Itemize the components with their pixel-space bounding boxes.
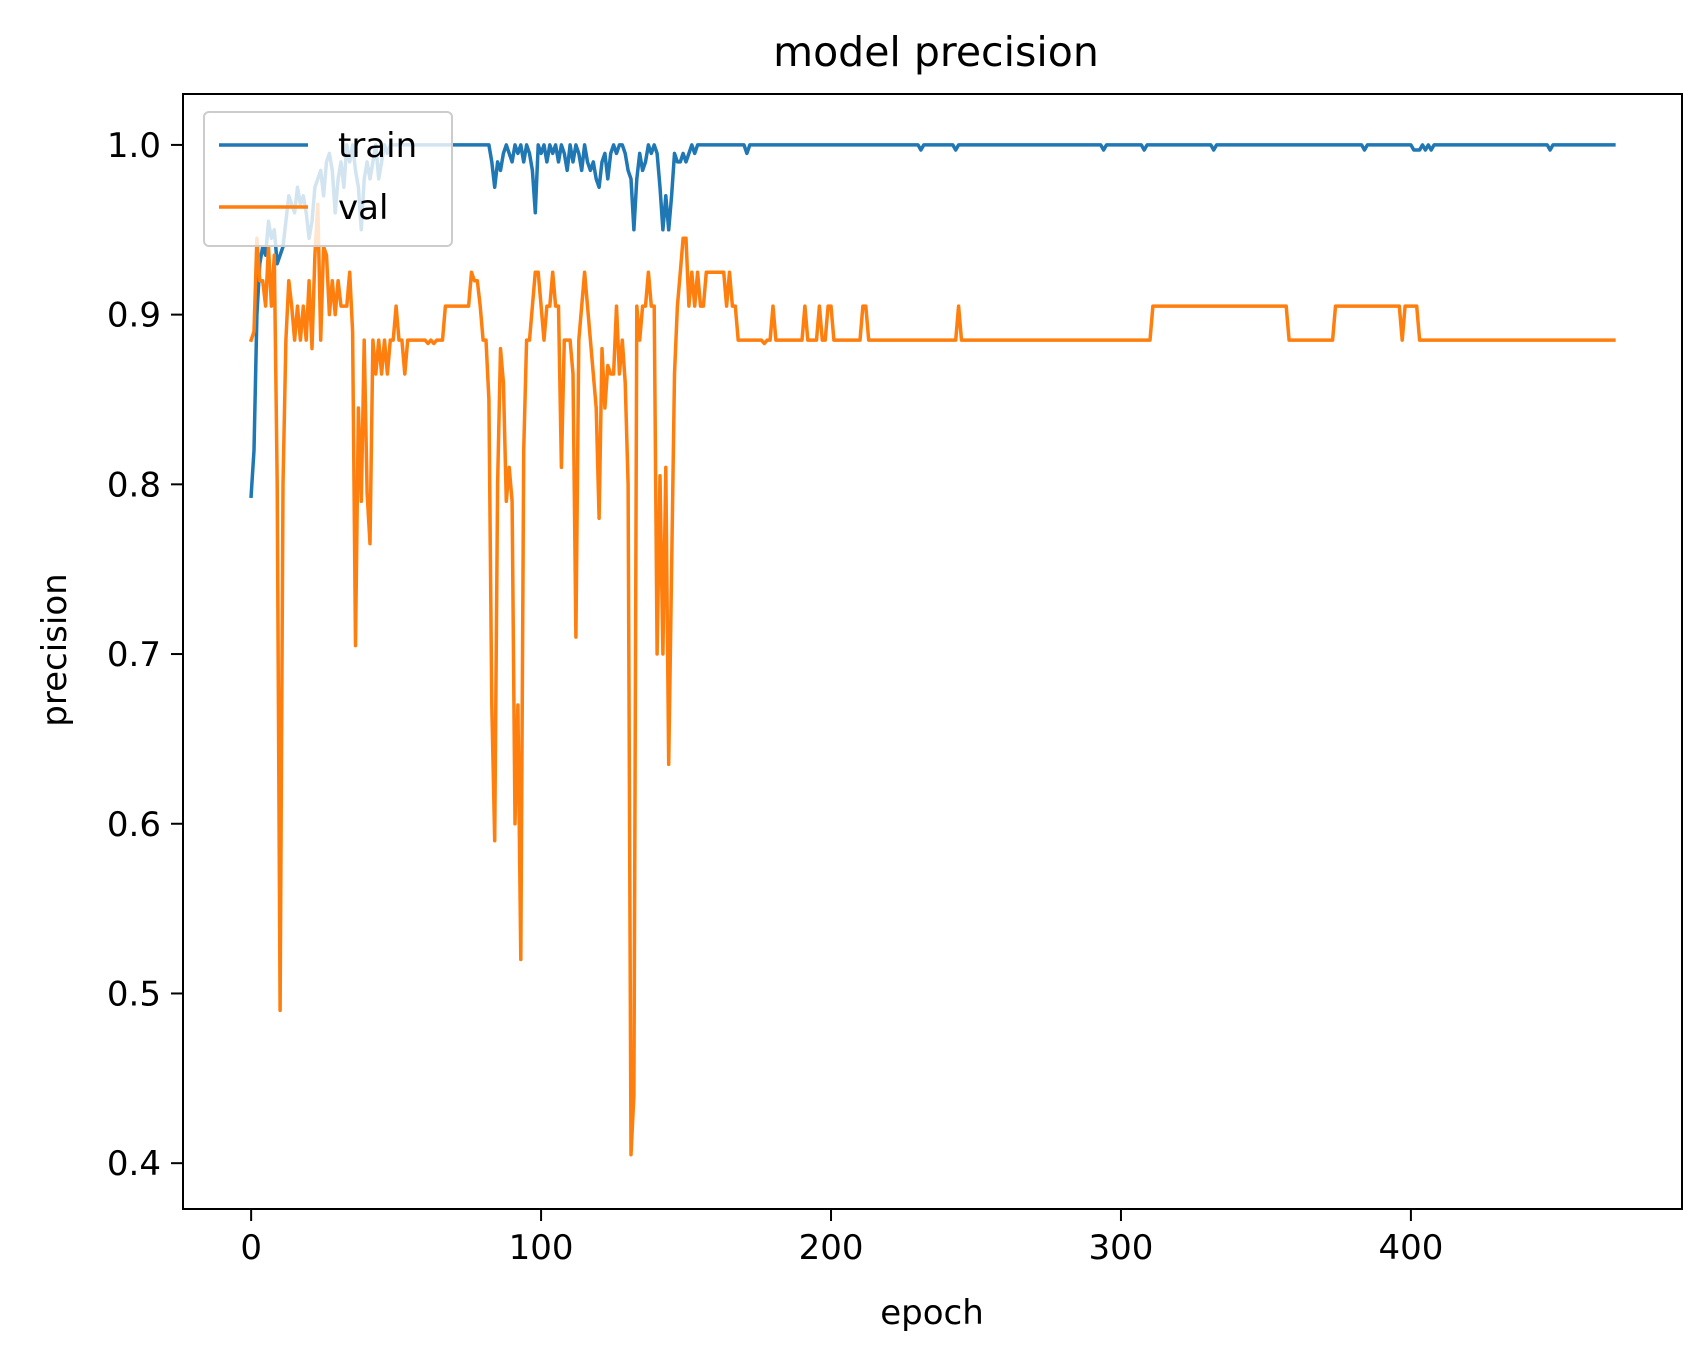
x-tick-label: 200 <box>799 1228 864 1268</box>
y-tick-label: 0.7 <box>107 635 161 675</box>
legend-label-val: val <box>338 188 388 228</box>
y-tick-label: 0.6 <box>107 805 161 845</box>
x-axis-label: epoch <box>880 1293 984 1333</box>
x-tick-label: 300 <box>1089 1228 1154 1268</box>
y-tick-label: 0.8 <box>107 465 161 505</box>
y-tick-label: 1.0 <box>107 126 161 166</box>
legend-label-train: train <box>338 126 417 166</box>
x-tick-label: 0 <box>240 1228 262 1268</box>
y-tick-label: 0.5 <box>107 974 161 1014</box>
y-tick-label: 0.9 <box>107 296 161 336</box>
x-tick-label: 100 <box>509 1228 574 1268</box>
x-tick-label: 400 <box>1378 1228 1443 1268</box>
y-tick-label: 0.4 <box>107 1144 161 1184</box>
y-axis-ticks: 0.4 0.5 0.6 0.7 0.8 0.9 1.0 <box>107 126 183 1184</box>
y-axis-label: precision <box>35 573 75 726</box>
plot-area-frame <box>182 93 1683 1210</box>
legend: train val <box>203 111 453 247</box>
series-line-val <box>248 202 1616 1157</box>
chart-title: model precision <box>773 28 1099 76</box>
x-axis-ticks: 0 100 200 300 400 <box>240 1209 1443 1268</box>
